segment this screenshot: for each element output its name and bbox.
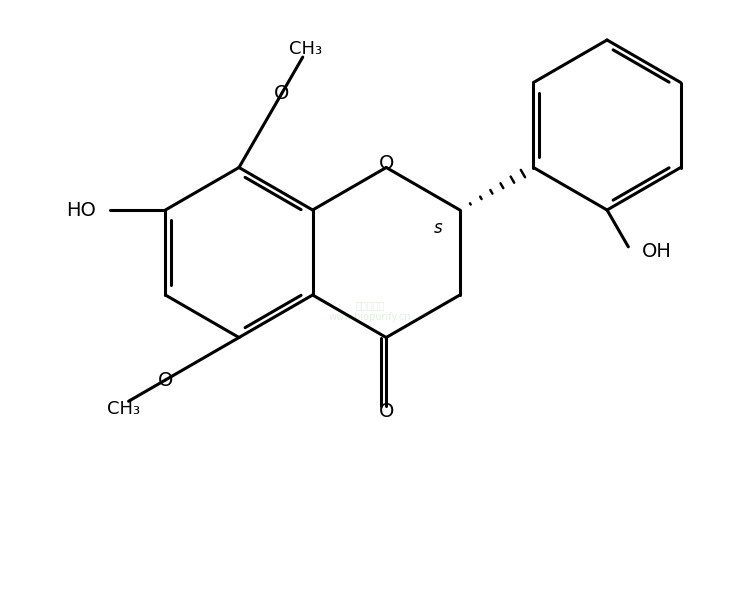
Text: O: O [274,85,289,103]
Text: O: O [379,154,394,173]
Text: HO: HO [66,200,96,219]
Text: O: O [158,371,173,389]
Text: CH₃: CH₃ [107,400,140,418]
Text: CH₃: CH₃ [289,40,323,58]
Text: O: O [379,402,394,421]
Text: OH: OH [642,242,672,261]
Text: s: s [433,219,442,237]
Text: 维克奇生物
www.biopurify.cn: 维克奇生物 www.biopurify.cn [328,300,411,322]
